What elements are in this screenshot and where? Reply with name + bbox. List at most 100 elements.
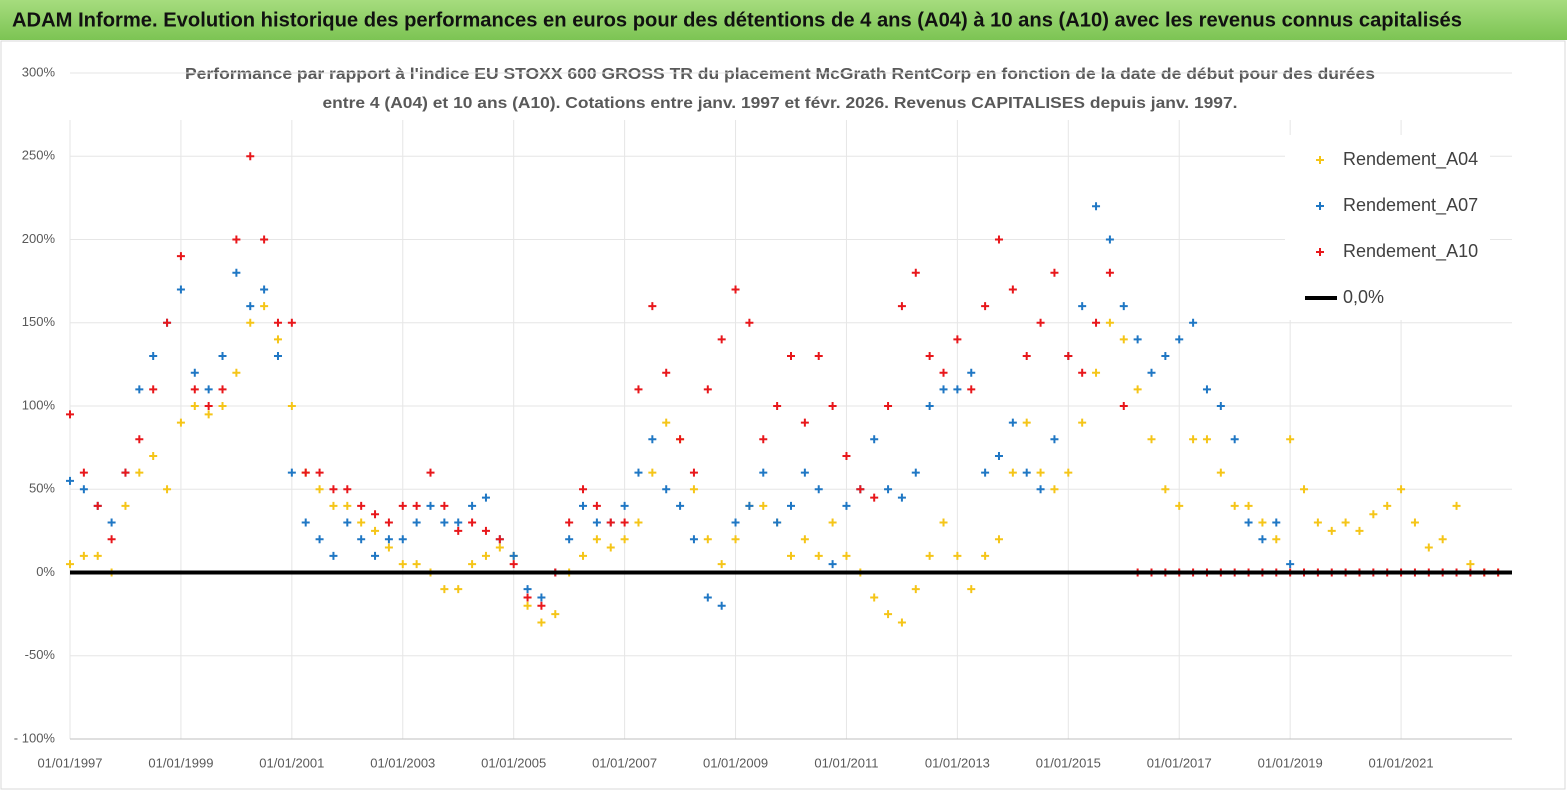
point	[481, 551, 490, 560]
point	[856, 485, 865, 494]
point	[357, 518, 366, 527]
point	[634, 385, 643, 394]
point	[1230, 501, 1239, 510]
point	[79, 468, 88, 477]
point	[149, 385, 158, 394]
point	[329, 485, 338, 494]
legend-box	[1285, 135, 1490, 320]
x-tick-label: 01/01/2009	[703, 755, 768, 770]
point	[953, 335, 962, 344]
y-tick-label: -50%	[25, 647, 56, 662]
point	[648, 435, 657, 444]
point	[1383, 501, 1392, 510]
point	[1078, 368, 1087, 377]
point	[329, 551, 338, 560]
point	[260, 285, 269, 294]
point	[135, 468, 144, 477]
point	[1078, 418, 1087, 427]
point	[371, 510, 380, 519]
point	[842, 451, 851, 460]
point	[135, 435, 144, 444]
point	[1300, 485, 1309, 494]
point	[759, 468, 768, 477]
point	[911, 468, 920, 477]
point	[66, 560, 74, 569]
point	[79, 485, 88, 494]
header-title: ADAM Informe. Evolution historique des p…	[12, 9, 1462, 31]
point	[1244, 518, 1253, 527]
point	[787, 501, 795, 510]
legend-label: Rendement_A04	[1343, 149, 1478, 170]
point	[1105, 268, 1114, 277]
legend-label: 0,0%	[1343, 287, 1384, 307]
point	[1050, 268, 1059, 277]
point	[981, 551, 990, 560]
point	[911, 585, 920, 594]
point	[287, 318, 296, 327]
point	[468, 501, 477, 510]
plot-area: - 100% -50% 0% 50% 100% 150% 200% 250% 300% 01/01…	[14, 64, 1512, 770]
point	[1216, 468, 1225, 477]
point	[1064, 468, 1073, 477]
x-tick-label: 01/01/2015	[1036, 755, 1101, 770]
chart-title: Performance par rapport à l'indice EU ST…	[185, 66, 1375, 83]
point	[828, 518, 837, 527]
point	[745, 318, 754, 327]
point	[232, 368, 241, 377]
point	[579, 501, 588, 510]
point	[176, 252, 185, 261]
point	[634, 518, 643, 527]
y-tick-label: 0%	[36, 564, 55, 579]
x-tick-label: 01/01/1997	[37, 755, 102, 770]
point	[509, 551, 518, 560]
point	[1341, 518, 1350, 527]
point	[384, 535, 393, 544]
legend-swatch	[1316, 156, 1324, 164]
point	[981, 468, 990, 477]
point	[315, 535, 324, 544]
point	[287, 402, 296, 410]
point	[315, 485, 324, 494]
point	[1036, 318, 1045, 327]
point	[176, 418, 185, 427]
point	[1147, 435, 1156, 444]
point	[1230, 435, 1239, 444]
point	[1258, 535, 1267, 544]
point	[634, 468, 643, 477]
point	[343, 485, 352, 494]
point	[787, 352, 795, 361]
x-tick-label: 01/01/2001	[259, 755, 324, 770]
point	[592, 518, 601, 527]
y-tick-label: 150%	[22, 314, 56, 329]
point	[745, 501, 754, 510]
point	[246, 152, 255, 161]
point	[814, 551, 823, 560]
point	[163, 485, 172, 494]
point	[565, 535, 574, 544]
point	[260, 235, 269, 244]
point	[537, 618, 546, 627]
point	[592, 501, 601, 510]
point	[759, 501, 768, 510]
point	[107, 535, 116, 544]
point	[1438, 535, 1447, 544]
point	[1189, 435, 1198, 444]
point	[246, 302, 255, 311]
point	[371, 551, 380, 560]
y-tick-label: - 100%	[14, 730, 56, 745]
point	[800, 418, 809, 427]
point	[870, 493, 879, 502]
point	[1008, 285, 1017, 294]
point	[870, 593, 879, 602]
point	[911, 268, 920, 277]
point	[523, 593, 532, 602]
point	[204, 410, 213, 419]
point	[343, 501, 352, 510]
point	[426, 501, 435, 510]
point	[773, 402, 782, 410]
point	[994, 535, 1003, 544]
point	[495, 535, 504, 544]
point	[1064, 352, 1073, 361]
point	[384, 543, 393, 552]
